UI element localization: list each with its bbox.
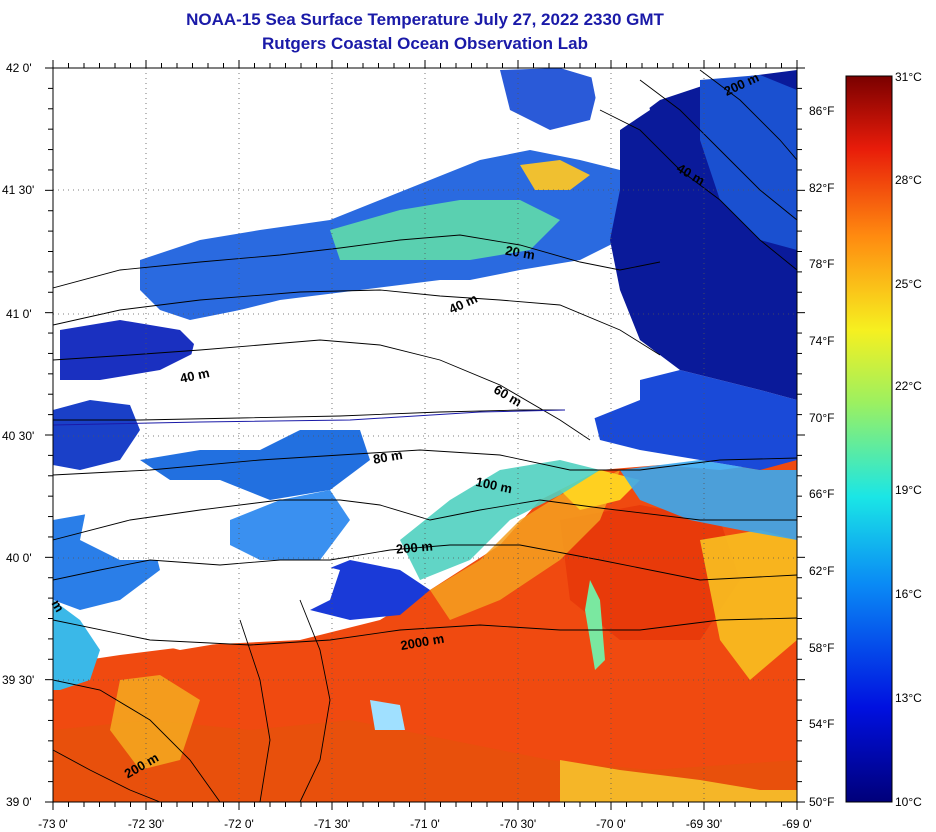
latitude-labels: 42 0' 41 30' 41 0' 40 30' 40 0' 39 30' 3…: [2, 61, 34, 809]
fahrenheit-label: 82°F: [809, 181, 834, 195]
fahrenheit-label: 58°F: [809, 641, 834, 655]
celsius-label: 22°C: [895, 379, 922, 393]
celsius-label: 10°C: [895, 795, 922, 809]
lat-label: 40 30': [2, 429, 34, 443]
axis-ticks: [45, 60, 805, 810]
map-subtitle: Rutgers Coastal Ocean Observation Lab: [262, 34, 588, 53]
fahrenheit-label: 66°F: [809, 487, 834, 501]
reference-line: [52, 409, 566, 426]
fahrenheit-label: 78°F: [809, 257, 834, 271]
lat-label: 39 30': [2, 673, 34, 687]
lat-label: 41 30': [2, 183, 34, 197]
fahrenheit-labels: 86°F 82°F 78°F 74°F 70°F 66°F 62°F 58°F …: [809, 104, 834, 809]
lon-label: -72 30': [128, 817, 164, 831]
celsius-label: 31°C: [895, 70, 922, 84]
contour-label: 40 m: [179, 365, 211, 386]
fahrenheit-label: 86°F: [809, 104, 834, 118]
lon-label: -71 0': [410, 817, 440, 831]
celsius-labels: 31°C 28°C 25°C 22°C 19°C 16°C 13°C 10°C: [895, 70, 922, 809]
colorbar: [845, 75, 893, 803]
contour-label: 20 m: [504, 243, 536, 263]
map-title: NOAA-15 Sea Surface Temperature July 27,…: [186, 10, 664, 29]
celsius-label: 16°C: [895, 587, 922, 601]
celsius-label: 28°C: [895, 173, 922, 187]
contour-label: 100 m: [474, 474, 513, 496]
fahrenheit-label: 50°F: [809, 795, 834, 809]
longitude-labels: -73 0' -72 30' -72 0' -71 30' -71 0' -70…: [38, 817, 812, 831]
lon-label: -69 0': [782, 817, 812, 831]
gridlines: [53, 68, 797, 802]
lon-label: -72 0': [224, 817, 254, 831]
lon-label: -73 0': [38, 817, 68, 831]
lon-label: -71 30': [314, 817, 350, 831]
celsius-label: 25°C: [895, 277, 922, 291]
fahrenheit-label: 70°F: [809, 411, 834, 425]
lon-label: -70 0': [596, 817, 626, 831]
lat-label: 39 0': [6, 795, 32, 809]
lon-label: -69 30': [686, 817, 722, 831]
celsius-label: 19°C: [895, 483, 922, 497]
bathymetry-contours: [53, 69, 797, 802]
contour-label: 200 m: [395, 538, 433, 556]
celsius-label: 13°C: [895, 691, 922, 705]
lat-label: 41 0': [6, 307, 32, 321]
lat-label: 40 0': [6, 551, 32, 565]
fahrenheit-label: 74°F: [809, 334, 834, 348]
lon-label: -70 30': [500, 817, 536, 831]
contour-label: 80 m: [372, 447, 404, 467]
fahrenheit-label: 54°F: [809, 717, 834, 731]
fahrenheit-label: 62°F: [809, 564, 834, 578]
lat-label: 42 0': [6, 61, 32, 75]
